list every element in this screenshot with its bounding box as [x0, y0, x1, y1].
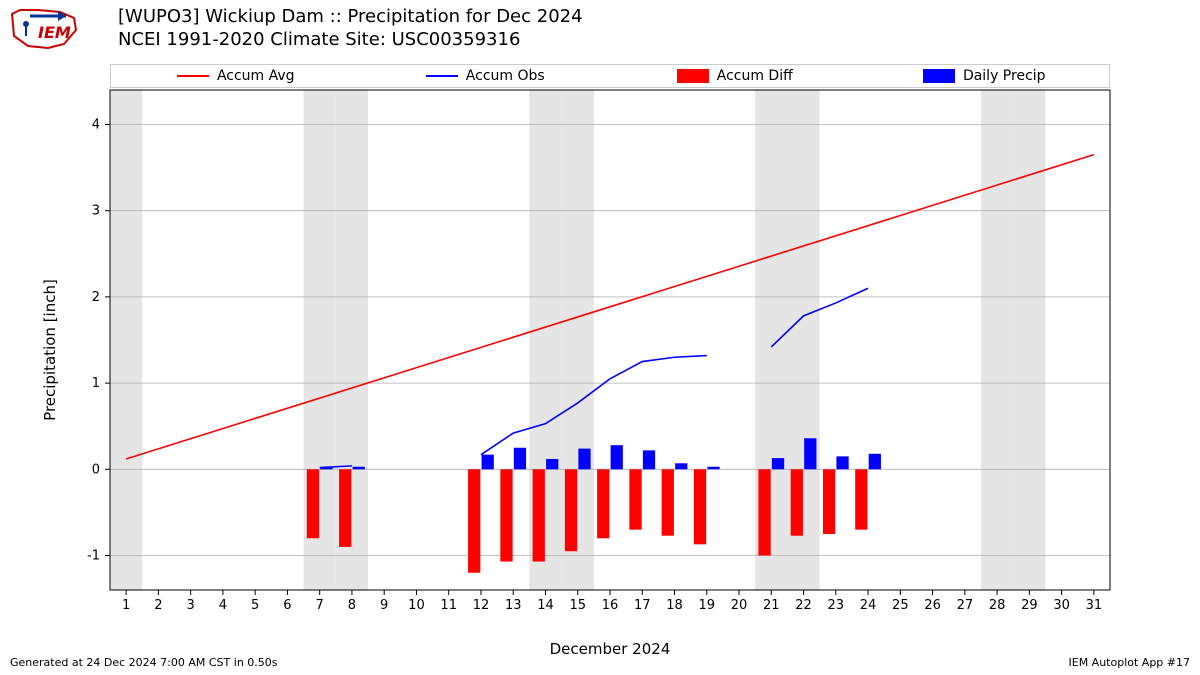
- svg-text:29: 29: [1021, 598, 1038, 613]
- footer-left: Generated at 24 Dec 2024 7:00 AM CST in …: [10, 656, 278, 669]
- legend-item-daily: Daily Precip: [860, 68, 1110, 84]
- svg-text:23: 23: [828, 598, 845, 613]
- svg-text:2: 2: [92, 290, 100, 305]
- svg-text:16: 16: [602, 598, 619, 613]
- svg-text:9: 9: [380, 598, 388, 613]
- svg-text:8: 8: [348, 598, 356, 613]
- legend-swatch-obs: [426, 75, 458, 77]
- svg-text:31: 31: [1086, 598, 1103, 613]
- svg-text:12: 12: [473, 598, 490, 613]
- chart-container: IEM [WUPO3] Wickiup Dam :: Precipitation…: [0, 0, 1200, 675]
- svg-text:4: 4: [219, 598, 227, 613]
- svg-text:10: 10: [408, 598, 425, 613]
- footer-right: IEM Autoplot App #17: [1069, 656, 1191, 669]
- svg-text:30: 30: [1053, 598, 1070, 613]
- legend-item-avg: Accum Avg: [111, 68, 361, 84]
- legend-label-daily: Daily Precip: [963, 68, 1046, 84]
- legend-swatch-diff: [677, 69, 709, 83]
- svg-text:21: 21: [763, 598, 780, 613]
- svg-text:15: 15: [569, 598, 586, 613]
- title-line-2: NCEI 1991-2020 Climate Site: USC00359316: [118, 29, 583, 52]
- svg-text:14: 14: [537, 598, 554, 613]
- svg-text:1: 1: [92, 376, 100, 391]
- svg-text:26: 26: [924, 598, 941, 613]
- y-axis-label: Precipitation [inch]: [41, 279, 59, 421]
- svg-text:25: 25: [892, 598, 909, 613]
- svg-text:6: 6: [283, 598, 291, 613]
- svg-text:3: 3: [92, 204, 100, 219]
- svg-text:2: 2: [154, 598, 162, 613]
- title-line-1: [WUPO3] Wickiup Dam :: Precipitation for…: [118, 6, 583, 29]
- svg-text:1: 1: [122, 598, 130, 613]
- legend-label-obs: Accum Obs: [466, 68, 545, 84]
- legend-swatch-daily: [923, 69, 955, 83]
- svg-text:-1: -1: [87, 549, 100, 564]
- legend-label-avg: Accum Avg: [217, 68, 295, 84]
- svg-text:13: 13: [505, 598, 522, 613]
- legend-item-obs: Accum Obs: [361, 68, 611, 84]
- legend: Accum Avg Accum Obs Accum Diff Daily Pre…: [110, 64, 1110, 88]
- x-axis-label: December 2024: [550, 640, 671, 658]
- svg-text:24: 24: [860, 598, 877, 613]
- plot-area: 1234567891011121314151617181920212223242…: [110, 90, 1110, 616]
- svg-text:0: 0: [92, 462, 100, 477]
- svg-text:19: 19: [699, 598, 716, 613]
- svg-text:27: 27: [957, 598, 974, 613]
- svg-text:20: 20: [731, 598, 748, 613]
- svg-text:5: 5: [251, 598, 259, 613]
- legend-label-diff: Accum Diff: [717, 68, 793, 84]
- svg-text:22: 22: [795, 598, 812, 613]
- svg-text:11: 11: [440, 598, 457, 613]
- legend-swatch-avg: [177, 75, 209, 77]
- svg-text:3: 3: [187, 598, 195, 613]
- svg-text:28: 28: [989, 598, 1006, 613]
- svg-text:17: 17: [634, 598, 651, 613]
- svg-text:7: 7: [316, 598, 324, 613]
- legend-item-diff: Accum Diff: [610, 68, 860, 84]
- svg-text:4: 4: [92, 117, 100, 132]
- svg-text:18: 18: [666, 598, 683, 613]
- iem-logo: IEM: [8, 4, 80, 52]
- svg-text:IEM: IEM: [38, 23, 71, 42]
- chart-title: [WUPO3] Wickiup Dam :: Precipitation for…: [118, 6, 583, 51]
